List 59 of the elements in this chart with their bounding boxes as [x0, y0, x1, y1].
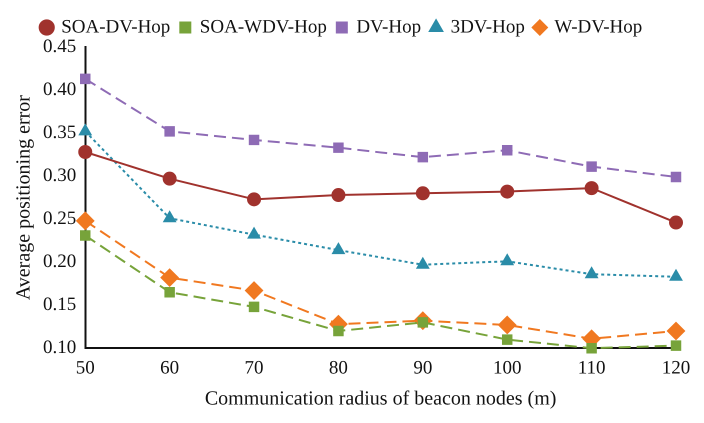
point [76, 212, 94, 230]
point [667, 322, 685, 340]
x-tick-label: 60 [160, 358, 180, 379]
point [586, 161, 597, 172]
point [162, 172, 177, 186]
y-tick-label: 0.45 [43, 36, 76, 57]
point [164, 126, 175, 137]
x-tick-label: 70 [244, 358, 264, 379]
y-tick-label: 0.10 [43, 337, 76, 358]
x-tick-label: 80 [328, 358, 348, 379]
y-tick-label: 0.40 [43, 79, 76, 100]
point [333, 142, 344, 153]
point [585, 267, 598, 278]
point [163, 211, 176, 222]
y-tick-label: 0.15 [43, 294, 76, 316]
point [418, 152, 428, 162]
x-tick-label: 50 [76, 358, 95, 379]
point [498, 316, 516, 334]
legend-label: SOA-DV-Hop [61, 16, 170, 38]
point [331, 188, 346, 202]
point [245, 282, 264, 300]
y-tick-label: 0.20 [43, 251, 76, 272]
point [247, 192, 262, 206]
legend-label: SOA-WDV-Hop [200, 16, 327, 38]
point [502, 145, 512, 156]
point [500, 184, 514, 199]
y-tick-label: 0.35 [43, 122, 76, 144]
point [670, 270, 682, 281]
point [332, 243, 345, 254]
legend-label: W-DV-Hop [554, 16, 642, 38]
point [333, 326, 344, 336]
point [80, 230, 90, 241]
y-axis-title: Average positioning error [12, 94, 34, 300]
point [416, 186, 430, 200]
point [160, 268, 179, 287]
legend-label: DV-Hop [356, 16, 422, 38]
y-tick-label: 0.30 [43, 165, 76, 186]
point [416, 258, 430, 269]
y-tick-label: 0.25 [43, 208, 76, 230]
point [586, 342, 597, 354]
point [248, 302, 260, 312]
point [80, 74, 90, 84]
point [669, 216, 683, 230]
point [248, 228, 260, 239]
point [670, 340, 682, 351]
x-axis-title: Communication radius of beacon nodes (m) [204, 387, 556, 410]
point [501, 254, 514, 266]
legend-label: 3DV-Hop [450, 16, 525, 38]
x-tick-label: 100 [492, 358, 522, 379]
point [502, 334, 512, 345]
x-tick-label: 90 [413, 358, 432, 379]
point [164, 287, 175, 298]
point [670, 172, 682, 182]
x-tick-label: 120 [662, 358, 690, 379]
point [248, 134, 260, 146]
point [79, 124, 92, 136]
point [78, 144, 92, 159]
point [584, 181, 599, 196]
x-tick-label: 110 [578, 358, 606, 379]
